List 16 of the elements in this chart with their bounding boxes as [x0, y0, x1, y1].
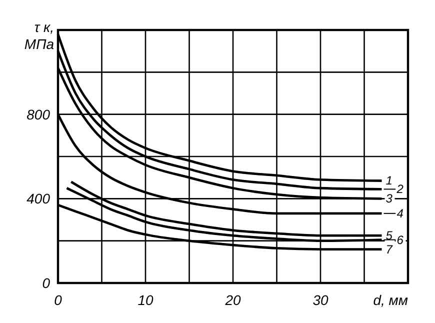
series-label: 3: [386, 192, 393, 206]
series-label: 1: [386, 174, 392, 188]
y-tick-label: 400: [26, 190, 50, 207]
series-label: 6: [396, 232, 404, 247]
y-tick-label: 800: [26, 106, 50, 122]
x-tick-label: 0: [54, 292, 62, 308]
series-label: 2: [396, 182, 404, 196]
y-tick-label: 0: [42, 275, 50, 291]
x-tick-label: 20: [224, 292, 241, 308]
series-label: 4: [396, 206, 404, 220]
series-label: 7: [386, 242, 394, 256]
x-tick-label: 10: [138, 292, 154, 308]
series-label: 5: [386, 228, 393, 243]
x-tick-label: 30: [312, 292, 328, 308]
x-axis-title: d, мм: [373, 292, 408, 308]
y-axis-title: τ к, МПа: [24, 19, 54, 52]
